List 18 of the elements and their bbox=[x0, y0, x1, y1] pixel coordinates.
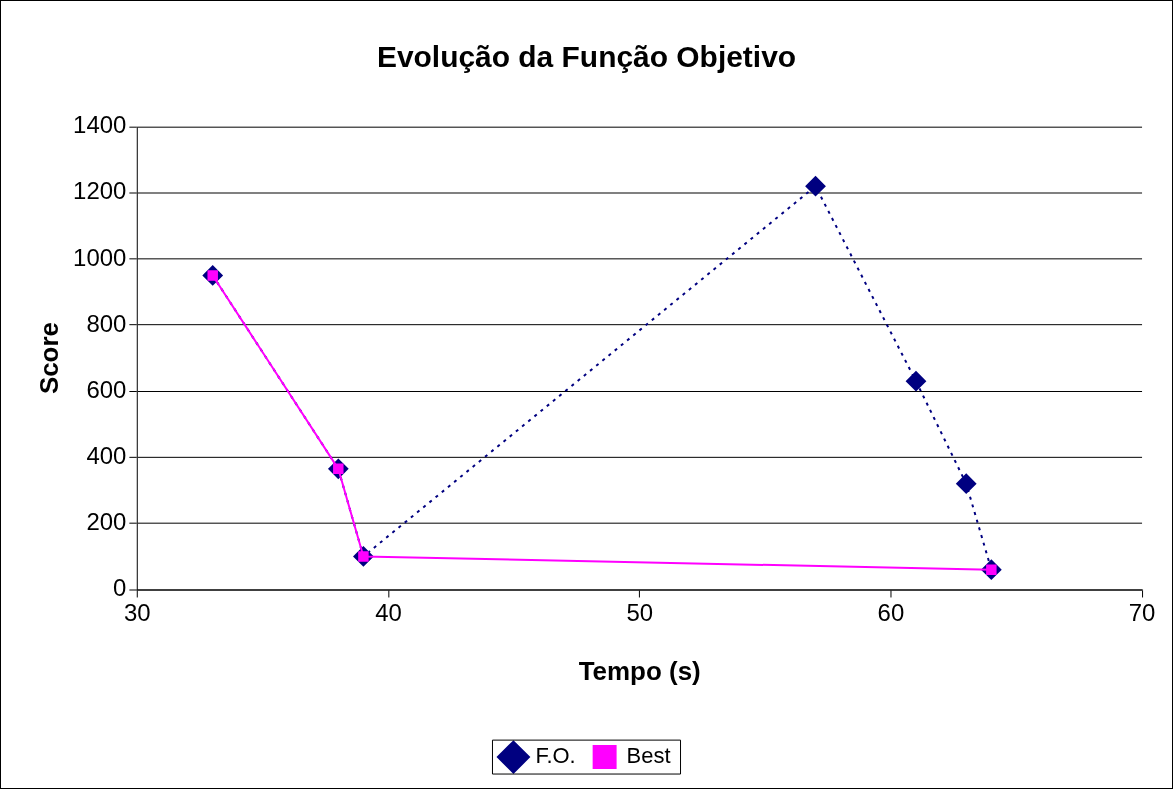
y-tick-label: 200 bbox=[86, 508, 127, 535]
y-tick-label: 400 bbox=[86, 441, 127, 469]
legend-label: Best bbox=[626, 743, 671, 769]
x-tick-label: 30 bbox=[124, 599, 151, 627]
y-tick-label: 800 bbox=[86, 309, 127, 337]
x-axis-title: Tempo (s) bbox=[578, 656, 701, 685]
x-tick-label: 70 bbox=[1128, 599, 1156, 627]
chart-title: Evolução da Função Objetivo bbox=[376, 40, 797, 74]
y-tick-label: 1400 bbox=[73, 111, 127, 139]
y-tick-label: 600 bbox=[86, 375, 127, 403]
y-tick-label: 1200 bbox=[73, 177, 127, 205]
x-tick-label: 50 bbox=[626, 599, 654, 627]
y-tick-label: 0 bbox=[113, 574, 127, 602]
legend-label: F.O. bbox=[535, 743, 576, 769]
x-tick-label: 40 bbox=[375, 599, 402, 627]
x-tick-label: 60 bbox=[877, 599, 905, 627]
y-tick-label: 1000 bbox=[73, 243, 127, 271]
y-axis-title: Score bbox=[34, 322, 63, 395]
